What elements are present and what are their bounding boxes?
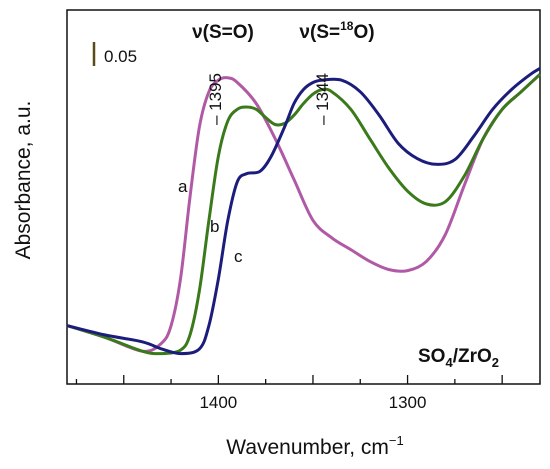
series-line-b [66, 73, 542, 356]
x-axis-title: Wavenumber, cm−1 [226, 433, 403, 459]
annotation-so-band: ν(S=O) [192, 22, 254, 43]
x-tick-label: 1400 [199, 393, 237, 412]
curve-label-c: c [234, 247, 243, 266]
scale-bar-label: 0.05 [104, 47, 137, 66]
plot-frame [66, 9, 541, 385]
curve-label-b: b [210, 217, 219, 236]
peak-label-1395: – 1395 [206, 73, 225, 125]
peak-label-1344: – 1344 [313, 73, 332, 125]
x-tick-label: 1300 [389, 393, 427, 412]
series-line-a [66, 73, 542, 353]
series-line-c [66, 67, 541, 356]
y-axis-title: Absorbance, a.u. [12, 101, 35, 260]
x-axis: 1400 1300 [75, 375, 503, 412]
sample-label: SO4/ZrO2 [418, 346, 499, 370]
series-layer [66, 67, 542, 356]
annotation-so18-band: ν(S=18O) [299, 19, 374, 43]
curve-label-a: a [178, 177, 188, 196]
